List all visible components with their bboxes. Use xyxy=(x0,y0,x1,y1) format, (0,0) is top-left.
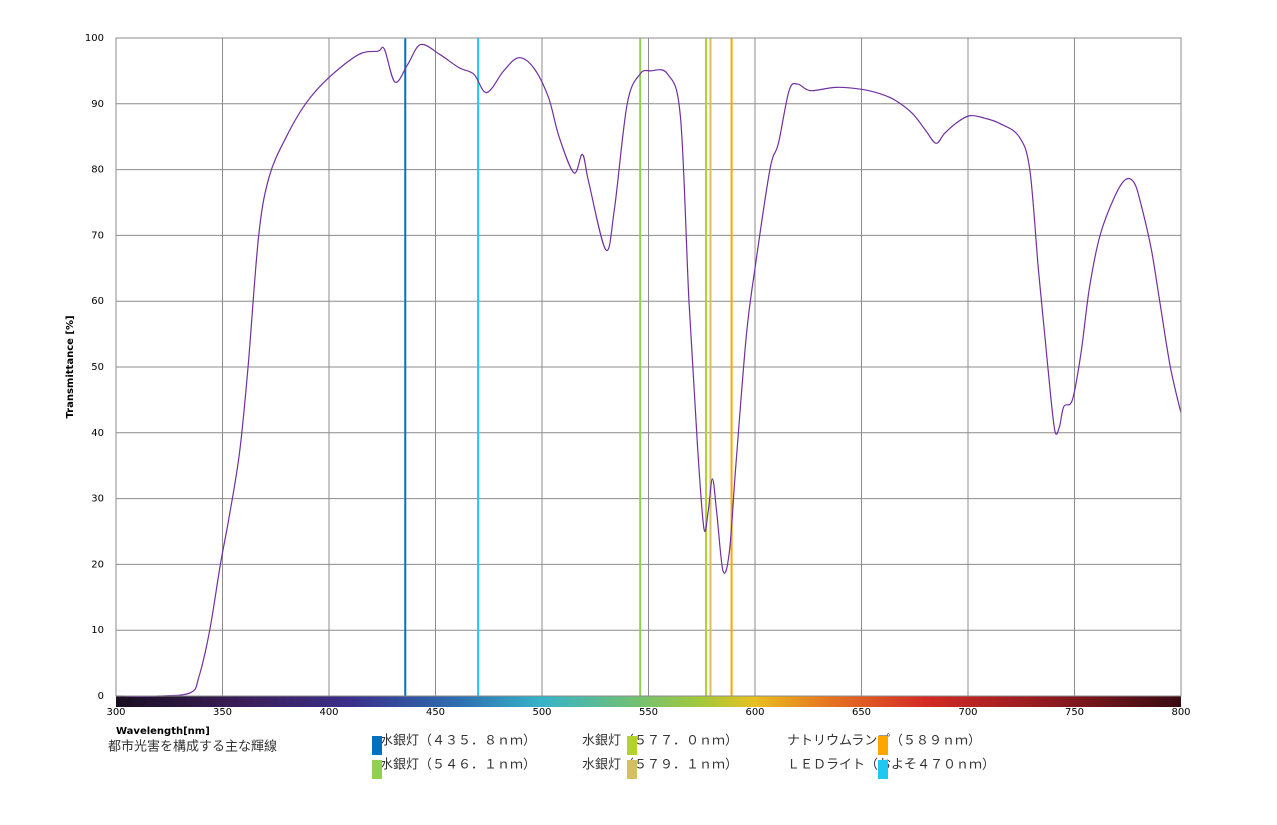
x-tick-label: 800 xyxy=(1171,707,1190,718)
x-tick-label: 450 xyxy=(426,707,445,718)
y-tick-label: 70 xyxy=(91,230,104,241)
legend-label: 水銀灯（５４６．１ｎｍ） xyxy=(380,758,536,773)
x-tick-label: 500 xyxy=(532,707,551,718)
y-tick-label: 40 xyxy=(91,428,104,439)
legend-swatch xyxy=(627,760,637,779)
legend-title: 都市光害を構成する主な輝線 xyxy=(108,739,277,755)
y-axis-title: Transmittance [%] xyxy=(65,315,76,418)
y-tick-label: 30 xyxy=(91,494,104,505)
x-tick-label: 350 xyxy=(213,707,232,718)
legend-swatch xyxy=(878,736,888,755)
y-tick-label: 10 xyxy=(91,625,104,636)
legend-swatch xyxy=(878,760,888,779)
x-tick-label: 400 xyxy=(319,707,338,718)
x-tick-label: 550 xyxy=(639,707,658,718)
x-axis-title: Wavelength[nm] xyxy=(116,726,210,737)
y-tick-label: 100 xyxy=(85,33,104,44)
plot-border xyxy=(115,37,1182,697)
y-tick-label: 0 xyxy=(98,691,104,702)
transmittance-line xyxy=(115,43,1182,697)
y-tick-label: 50 xyxy=(91,362,104,373)
y-tick-label: 20 xyxy=(91,559,104,570)
legend-label: 水銀灯（５７７．０ｎｍ） xyxy=(582,734,738,749)
x-tick-label: 600 xyxy=(745,707,764,718)
x-tick-label: 750 xyxy=(1065,707,1084,718)
x-tick-label: 700 xyxy=(958,707,977,718)
legend-label: ＬＥＤライト（およそ４７０ｎｍ） xyxy=(787,758,995,773)
x-tick-label: 650 xyxy=(852,707,871,718)
legend-swatch xyxy=(372,760,382,779)
legend-swatch xyxy=(627,736,637,755)
legend-label: 水銀灯（４３５．８ｎｍ） xyxy=(380,734,536,749)
x-tick-label: 300 xyxy=(106,707,125,718)
y-tick-label: 60 xyxy=(91,296,104,307)
legend-swatch xyxy=(372,736,382,755)
legend-label: 水銀灯（５７９．１ｎｍ） xyxy=(582,758,738,773)
y-tick-label: 90 xyxy=(91,99,104,110)
spectrum-bar xyxy=(116,696,1181,707)
y-tick-label: 80 xyxy=(91,165,104,176)
